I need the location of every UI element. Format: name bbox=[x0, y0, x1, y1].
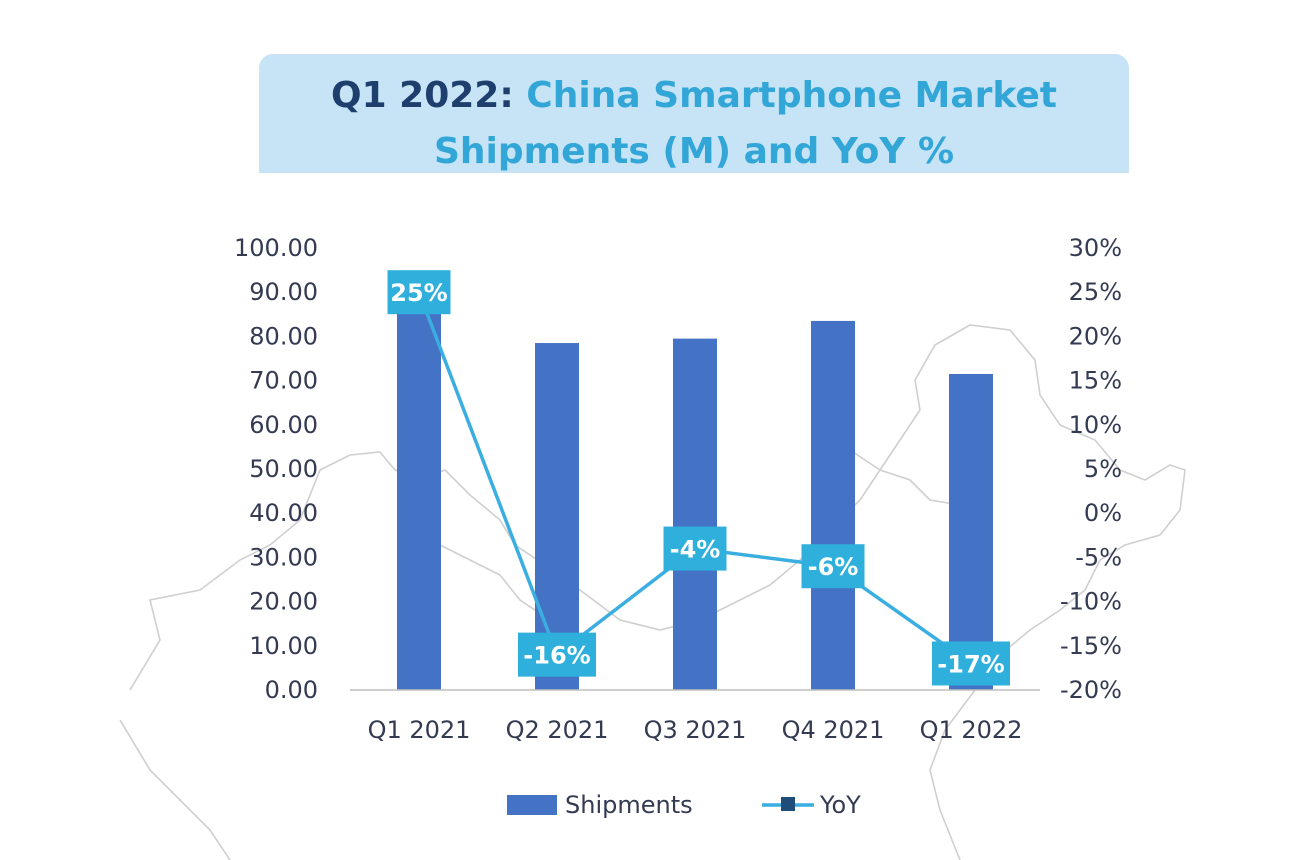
left-tick-label-1: 10.00 bbox=[249, 632, 318, 660]
bar-0 bbox=[397, 280, 441, 690]
right-tick-label-10: 30% bbox=[1069, 234, 1122, 262]
bar-2 bbox=[673, 338, 717, 690]
right-tick-label-8: 20% bbox=[1069, 322, 1122, 350]
right-tick-label-3: -5% bbox=[1075, 543, 1122, 571]
right-tick-label-6: 10% bbox=[1069, 411, 1122, 439]
left-tick-label-9: 90.00 bbox=[249, 278, 318, 306]
legend-label-shipments: Shipments bbox=[565, 791, 693, 819]
chart-title-line-2: Shipments (M) and YoY % bbox=[433, 131, 955, 172]
yoy-label-4: -17% bbox=[937, 650, 1004, 678]
right-tick-label-4: 0% bbox=[1084, 499, 1122, 527]
left-tick-label-6: 60.00 bbox=[249, 411, 318, 439]
left-tick-label-4: 40.00 bbox=[249, 499, 318, 527]
yoy-label-0: 25% bbox=[390, 279, 447, 307]
yoy-label-box-1 bbox=[518, 632, 596, 677]
x-tick-label-4: Q1 2022 bbox=[920, 716, 1023, 744]
bar-4 bbox=[949, 373, 993, 690]
yoy-label-box-4 bbox=[932, 641, 1010, 686]
right-axis-ticks: -20% -15% -10% -5% 0% 5% 10% 15% 20% 25% 30% bbox=[1060, 234, 1122, 704]
yoy-label-2: -4% bbox=[670, 536, 721, 564]
left-axis-ticks: 0.00 10.00 20.00 30.00 40.00 50.00 60.00 70.00 8… bbox=[234, 234, 318, 704]
x-axis: Q1 2021 Q2 2021 Q3 2021 Q4 2021 Q1 2022 bbox=[350, 689, 1040, 744]
shipments-bars bbox=[397, 280, 993, 690]
x-tick-label-3: Q4 2021 bbox=[782, 716, 885, 744]
chart-title-line-1-rest: China Smartphone Market bbox=[526, 75, 1058, 116]
chart-title-lead: Q1 2022: bbox=[330, 75, 514, 116]
left-tick-label-10: 100.00 bbox=[234, 234, 318, 262]
left-tick-label-2: 20.00 bbox=[249, 588, 318, 616]
x-tick-label-0: Q1 2021 bbox=[368, 716, 471, 744]
yoy-label-box-3 bbox=[801, 544, 865, 589]
right-tick-label-7: 15% bbox=[1069, 367, 1122, 395]
yoy-data-labels: 25% -16% -4% -6% -17% bbox=[387, 270, 1010, 686]
right-tick-label-2: -10% bbox=[1060, 588, 1122, 616]
left-tick-label-0: 0.00 bbox=[265, 676, 318, 704]
left-tick-label-5: 50.00 bbox=[249, 455, 318, 483]
bar-1 bbox=[535, 343, 579, 690]
right-tick-label-9: 25% bbox=[1069, 278, 1122, 306]
right-tick-label-0: -20% bbox=[1060, 676, 1122, 704]
right-tick-label-5: 5% bbox=[1084, 455, 1122, 483]
legend-swatch-shipments bbox=[507, 795, 557, 815]
chart-title-banner: Q1 2022: China Smartphone Market Shipmen… bbox=[259, 54, 1129, 173]
yoy-label-3: -6% bbox=[808, 553, 859, 581]
left-tick-label-7: 70.00 bbox=[249, 367, 318, 395]
x-tick-label-2: Q3 2021 bbox=[644, 716, 747, 744]
bar-3 bbox=[811, 320, 855, 690]
right-tick-label-1: -15% bbox=[1060, 632, 1122, 660]
left-tick-label-8: 80.00 bbox=[249, 322, 318, 350]
yoy-label-1: -16% bbox=[523, 642, 590, 670]
legend: Shipments YoY bbox=[507, 791, 861, 819]
legend-label-yoy: YoY bbox=[819, 791, 861, 819]
yoy-label-box-0 bbox=[387, 270, 451, 315]
left-tick-label-3: 30.00 bbox=[249, 543, 318, 571]
x-tick-label-1: Q2 2021 bbox=[506, 716, 609, 744]
chart-title-line-1: Q1 2022: China Smartphone Market bbox=[259, 68, 1129, 124]
legend-swatch-yoy-marker bbox=[781, 797, 795, 811]
yoy-label-box-2 bbox=[663, 526, 727, 571]
